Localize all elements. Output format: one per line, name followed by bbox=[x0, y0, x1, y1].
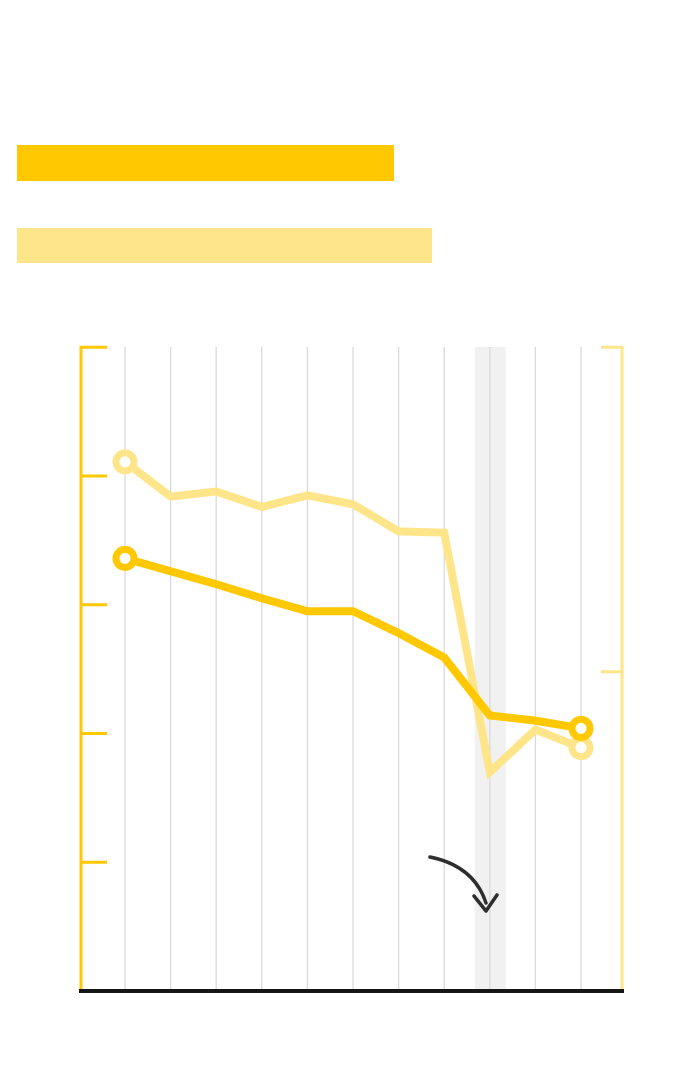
drop-arrow bbox=[428, 855, 488, 905]
series-light-end-marker bbox=[568, 735, 594, 761]
drop-arrow-head bbox=[472, 893, 499, 913]
series-light-line bbox=[122, 458, 583, 780]
series-dark-end-marker bbox=[568, 715, 594, 741]
subtitle-placeholder-bar bbox=[17, 228, 432, 263]
series-dark-start-marker bbox=[112, 545, 138, 571]
series-dark-line bbox=[123, 554, 582, 733]
series-light-start-marker bbox=[112, 449, 138, 475]
title-placeholder-bar bbox=[17, 145, 394, 181]
